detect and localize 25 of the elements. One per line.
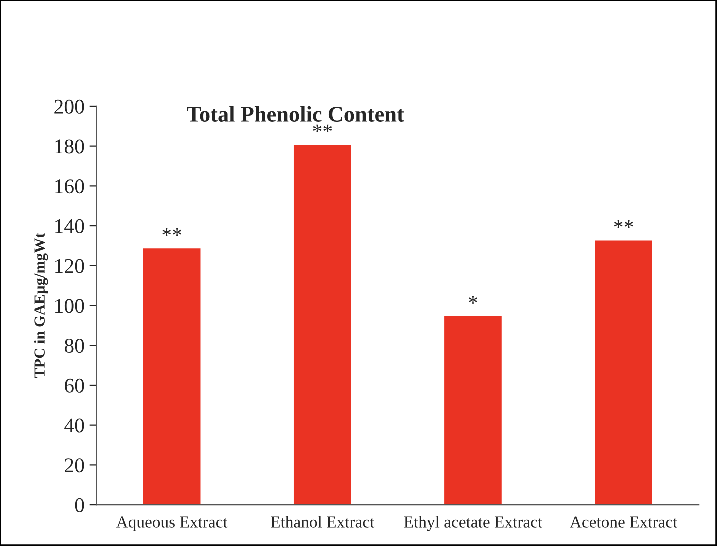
annotation: * <box>469 296 478 304</box>
annotation: ** <box>313 124 332 133</box>
y-tick-label: 40 <box>64 418 84 433</box>
y-tick-label: 140 <box>56 219 84 234</box>
bar <box>142 247 202 506</box>
y-tick-label: 180 <box>56 140 84 154</box>
y-tick-label: 20 <box>65 458 84 473</box>
y-tick-label: 120 <box>56 259 84 274</box>
y-tick-label: 60 <box>65 378 84 393</box>
x-tick-label: Ethanol Extract <box>271 516 375 528</box>
y-tick-label: 160 <box>56 180 84 194</box>
y-tick-label: 80 <box>64 338 84 354</box>
x-tick-label: Acetone Extract <box>570 516 678 528</box>
y-tick-label: 0 <box>75 498 84 512</box>
annotation: ** <box>162 228 182 236</box>
bar <box>594 239 654 506</box>
y-axis-title: TPC in GAEμg/mgWt <box>34 233 48 378</box>
bar <box>443 315 504 506</box>
x-tick-label: Ethyl acetate Extract <box>404 516 543 532</box>
y-tick-label: 200 <box>54 100 84 114</box>
x-tick-label: Aqueous Extract <box>116 516 228 532</box>
y-tick-label: 100 <box>56 299 84 314</box>
bar <box>292 144 353 506</box>
chart-title: Total Phenolic Content <box>187 106 404 122</box>
annotation: ** <box>614 220 634 228</box>
